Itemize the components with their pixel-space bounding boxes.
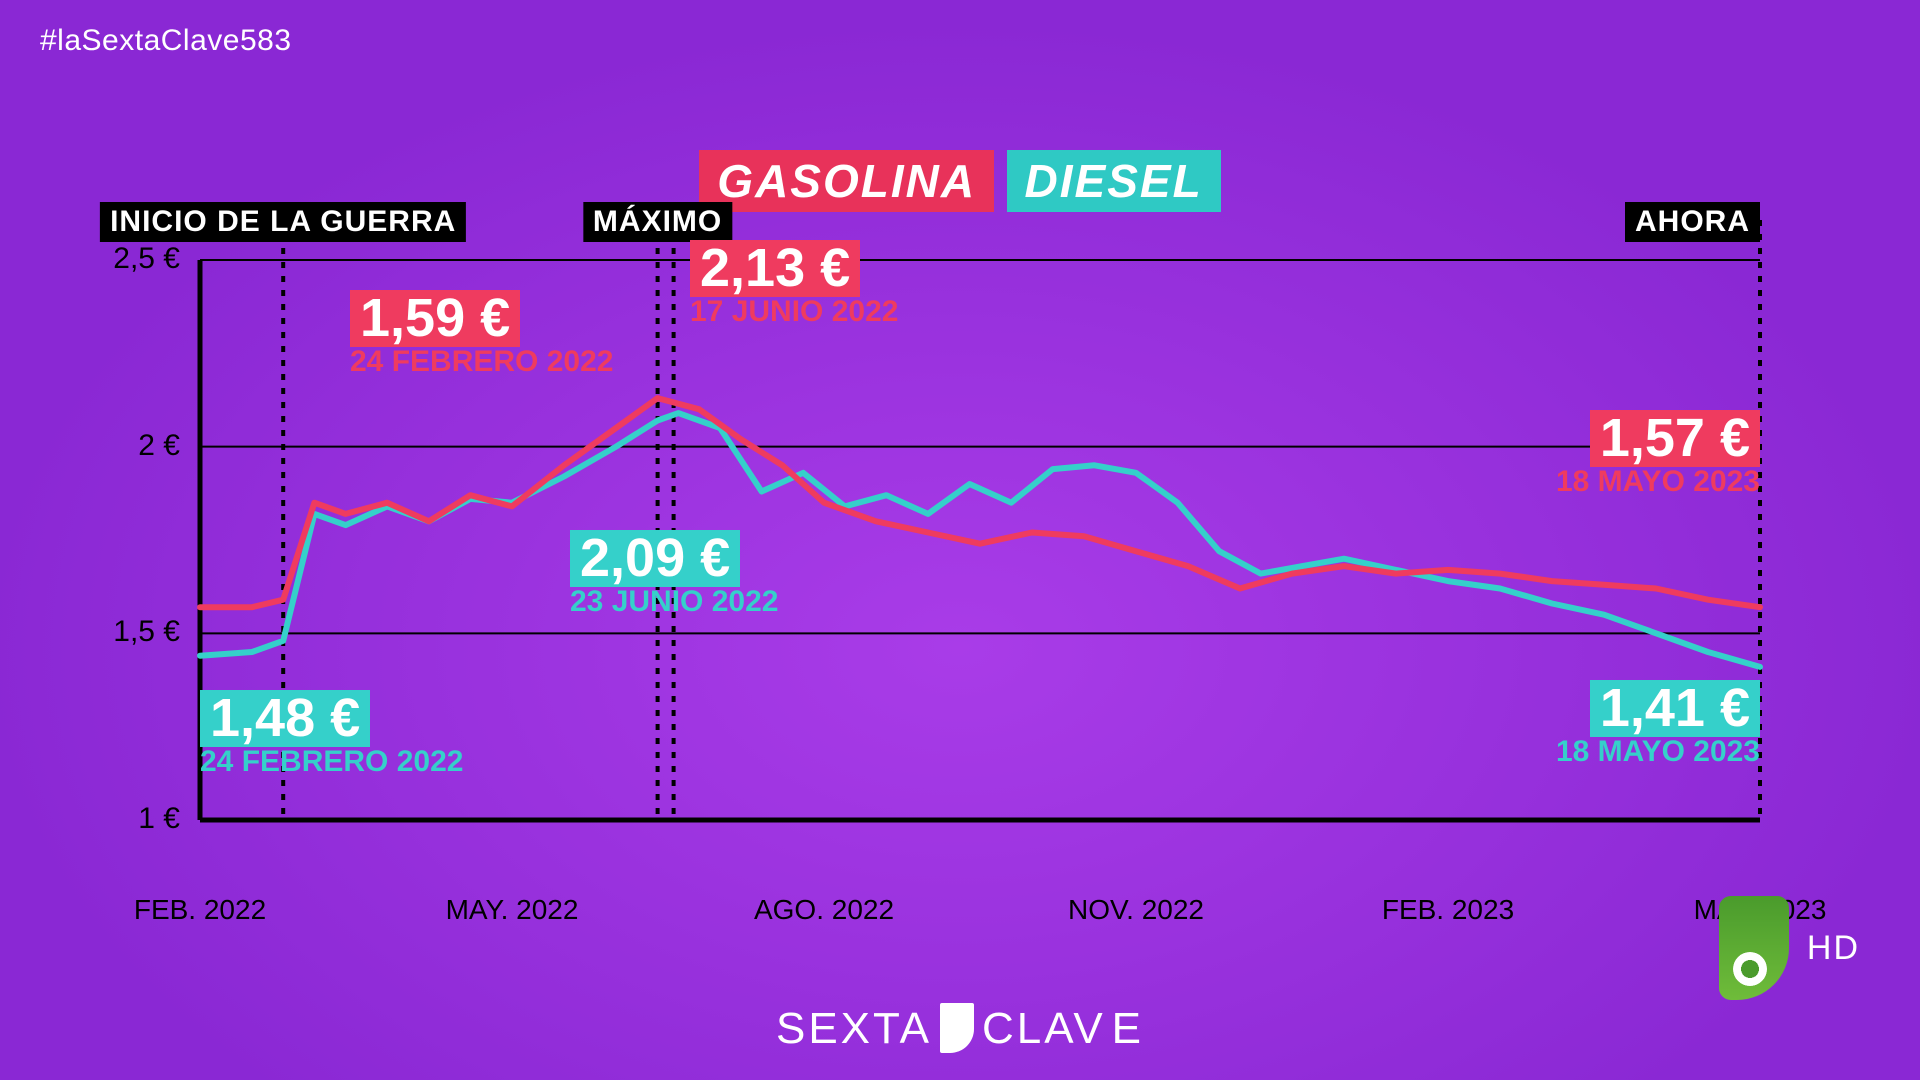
y-tick-label: 2 €: [100, 429, 180, 463]
price-callout: 1,59 €24 FEBRERO 2022: [350, 290, 613, 379]
event-label: MÁXIMO: [583, 202, 732, 242]
price-callout: 1,57 €18 MAYO 2023: [1556, 410, 1760, 499]
callout-date: 24 FEBRERO 2022: [350, 345, 613, 379]
chart: 1 €1,5 €2 €2,5 € FEB. 2022MAY. 2022AGO. …: [120, 260, 1800, 880]
price-callout: 2,13 €17 JUNIO 2022: [690, 240, 898, 329]
price-callout: 1,48 €24 FEBRERO 2022: [200, 690, 463, 779]
stage: #laSextaClave583 GASOLINA DIESEL 1 €1,5 …: [0, 0, 1920, 1080]
callout-price: 1,41 €: [1590, 680, 1760, 737]
callout-price: 1,59 €: [350, 290, 520, 347]
callout-date: 23 JUNIO 2022: [570, 585, 778, 619]
y-tick-label: 1,5 €: [100, 615, 180, 649]
x-tick-label: FEB. 2023: [1382, 894, 1514, 926]
brand-right2: E: [1112, 1004, 1144, 1053]
callout-price: 1,48 €: [200, 690, 370, 747]
y-tick-label: 2,5 €: [100, 242, 180, 276]
callout-price: 2,09 €: [570, 530, 740, 587]
x-tick-label: AGO. 2022: [754, 894, 894, 926]
y-tick-label: 1 €: [100, 802, 180, 836]
callout-date: 17 JUNIO 2022: [690, 295, 898, 329]
legend-diesel: DIESEL: [1007, 150, 1221, 212]
callout-date: 24 FEBRERO 2022: [200, 745, 463, 779]
footer-brand: SEXTA CLAVE: [0, 1003, 1920, 1054]
callout-price: 1,57 €: [1590, 410, 1760, 467]
x-tick-label: NOV. 2022: [1068, 894, 1204, 926]
event-label: INICIO DE LA GUERRA: [100, 202, 466, 242]
callout-price: 2,13 €: [690, 240, 860, 297]
price-callout: 2,09 €23 JUNIO 2022: [570, 530, 778, 619]
hd-label: HD: [1807, 929, 1860, 968]
x-tick-label: MAY. 2022: [446, 894, 579, 926]
brand-right: CLAV: [982, 1004, 1106, 1053]
brand-left: SEXTA: [776, 1004, 932, 1053]
callout-date: 18 MAYO 2023: [1556, 735, 1760, 769]
price-callout: 1,41 €18 MAYO 2023: [1556, 680, 1760, 769]
hashtag: #laSextaClave583: [40, 24, 292, 58]
la-sexta-icon: [1719, 896, 1789, 1000]
legend-gasolina: GASOLINA: [699, 150, 994, 212]
callout-date: 18 MAYO 2023: [1556, 465, 1760, 499]
event-label: AHORA: [1625, 202, 1760, 242]
brand-quote-icon: [940, 1003, 974, 1053]
x-tick-label: FEB. 2022: [134, 894, 266, 926]
channel-logo: HD: [1719, 896, 1860, 1000]
